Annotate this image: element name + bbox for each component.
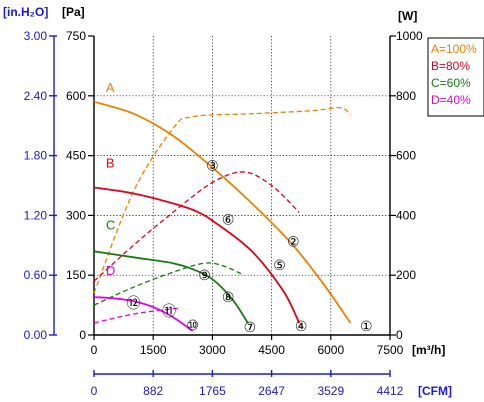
point-label-11: ⑪ [162,303,176,319]
cfm-tick-label: 882 [143,384,163,398]
point-label-5: ⑤ [273,257,286,273]
legend-box [427,37,484,117]
pa-tick-label: 450 [66,149,86,163]
series-letter-D: D [106,263,115,278]
power-tick-label: 400 [396,208,416,222]
inh2o-tick-label: 1.80 [24,149,48,163]
legend-entry-4: D=40% [431,93,471,107]
point-label-7: ⑦ [244,319,257,335]
legend-entry-3: C=60% [431,76,471,90]
flow-axis-label: [m³/h] [412,343,445,357]
point-label-1: ① [360,318,373,334]
power-tick-label: 1000 [396,29,423,43]
point-label-4: ④ [295,318,308,334]
inh2o-tick-label: 1.20 [24,208,48,222]
flow-tick-label: 6000 [317,343,344,357]
legend-entry-1: A=100% [431,42,477,56]
legend-entry-2: B=80% [431,59,470,73]
pressure-curve-A [93,100,352,324]
power-tick-label: 800 [396,89,416,103]
pa-axis-label: [Pa] [62,5,85,19]
power-curve-A [93,107,351,294]
pressure-curve-C [93,250,249,324]
power-axis-label: [W] [398,9,417,23]
performance-curves [93,100,352,332]
point-label-6: ⑥ [222,211,235,227]
inh2o-tick-label: 0.60 [24,268,48,282]
point-label-2: ② [287,233,300,249]
cfm-tick-label: 4412 [377,384,404,398]
power-tick-label: 600 [396,149,416,163]
point-label-12: ⑫ [126,295,140,311]
flow-tick-label: 7500 [377,343,404,357]
inh2o-tick-label: 0.00 [24,328,48,342]
flow-tick-label: 4500 [258,343,285,357]
pa-tick-label: 0 [79,328,86,342]
point-label-10: ⑩ [186,317,199,333]
point-label-9: ⑨ [198,267,211,283]
series-letter-A: A [106,80,115,95]
inh2o-tick-label: 3.00 [24,29,48,43]
pressure-curve-D [93,296,194,332]
pressure-curve-B [93,186,301,324]
power-curve-B [93,171,300,282]
inh2o-axis-label: [in.H₂O] [3,5,48,19]
cfm-axis-label: [CFM] [418,384,452,398]
power-curve-D [93,307,181,324]
flow-tick-label: 0 [91,343,98,357]
series-letter-C: C [106,217,115,232]
series-letter-B: B [106,156,115,171]
power-tick-label: 200 [396,268,416,282]
pa-tick-label: 150 [66,268,86,282]
pa-tick-label: 750 [66,29,86,43]
cfm-tick-label: 1765 [199,384,226,398]
pa-tick-label: 600 [66,89,86,103]
point-label-3: ③ [206,158,219,174]
pa-tick-label: 300 [66,208,86,222]
axes: 3.00 2.40 1.80 1.20 0.60 0.00 [in.H₂O] 750 600 45… [3,5,452,398]
point-label-8: ⑧ [222,289,235,305]
flow-tick-label: 1500 [140,343,167,357]
flow-tick-label: 3000 [199,343,226,357]
power-curve-C [93,262,245,306]
cfm-tick-label: 2647 [258,384,285,398]
cfm-tick-label: 0 [91,384,98,398]
power-tick-label: 0 [396,328,403,342]
legend: A=100% B=80% C=60% D=40% [427,37,484,117]
inh2o-tick-label: 2.40 [24,89,48,103]
grid [94,36,390,335]
cfm-tick-label: 3529 [317,384,344,398]
